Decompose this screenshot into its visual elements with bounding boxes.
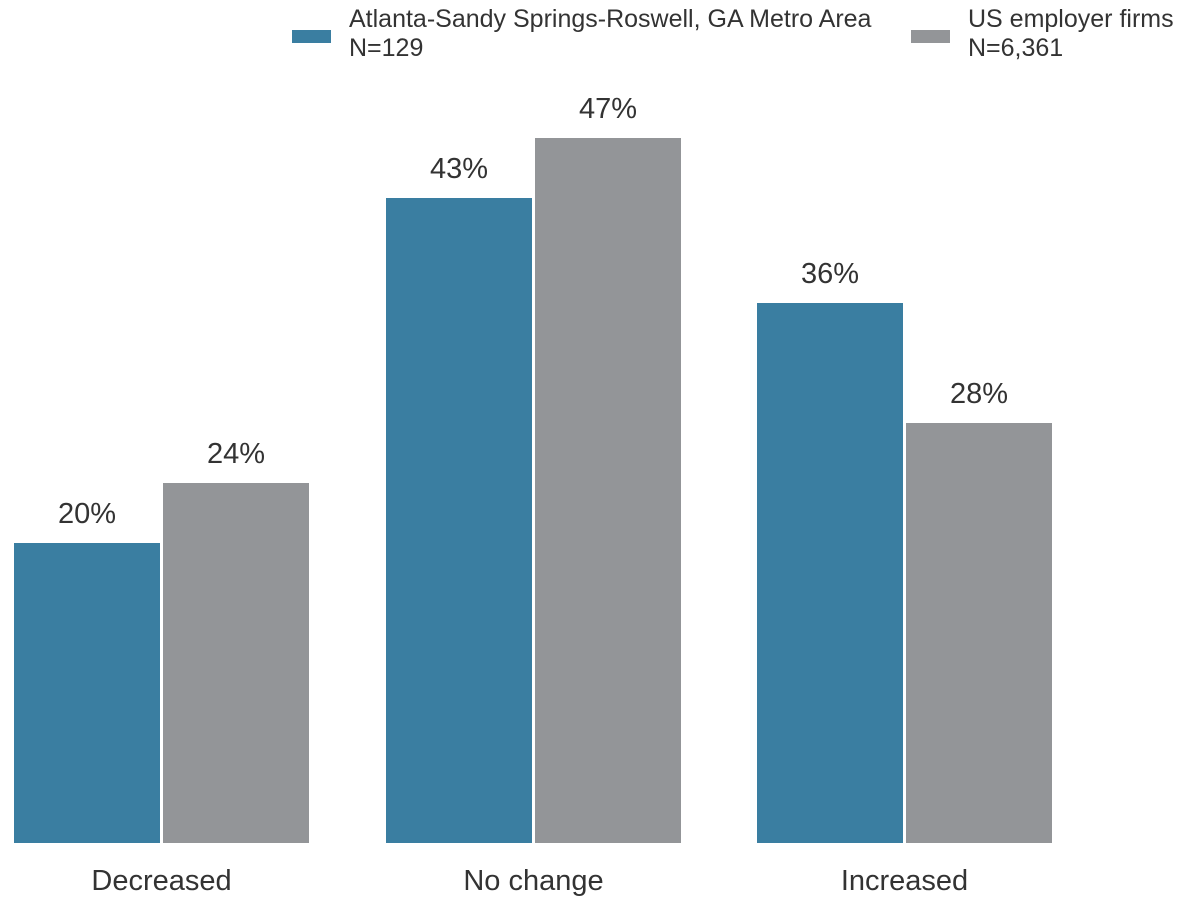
bar-no-change-series-0 (386, 198, 532, 843)
category-label-increased: Increased (841, 865, 968, 897)
legend-note-atlanta: N=129 (349, 34, 423, 62)
data-label-no-change-series-1: 47% (579, 93, 637, 125)
legend-label-atlanta: Atlanta-Sandy Springs-Roswell, GA Metro … (349, 5, 872, 33)
category-label-decreased: Decreased (91, 865, 231, 897)
legend: Atlanta-Sandy Springs-Roswell, GA Metro … (292, 5, 1174, 62)
bars (14, 138, 1052, 843)
legend-label-us: US employer firms (968, 5, 1174, 33)
value-labels: 20% 24% 43% 47% 36% 28% (58, 93, 1008, 530)
bar-increased-series-0 (757, 303, 903, 843)
bar-decreased-series-0 (14, 543, 160, 843)
data-label-increased-series-1: 28% (950, 378, 1008, 410)
data-label-decreased-series-1: 24% (207, 438, 265, 470)
bar-no-change-series-1 (535, 138, 681, 843)
category-label-no-change: No change (463, 865, 603, 897)
category-labels: Decreased No change Increased (91, 865, 968, 897)
data-label-no-change-series-0: 43% (430, 153, 488, 185)
legend-swatch-atlanta (292, 30, 331, 43)
bar-decreased-series-1 (163, 483, 309, 843)
legend-note-us: N=6,361 (968, 34, 1063, 62)
legend-swatch-us (911, 30, 950, 43)
data-label-increased-series-0: 36% (801, 258, 859, 290)
data-label-decreased-series-0: 20% (58, 498, 116, 530)
bar-increased-series-1 (906, 423, 1052, 843)
